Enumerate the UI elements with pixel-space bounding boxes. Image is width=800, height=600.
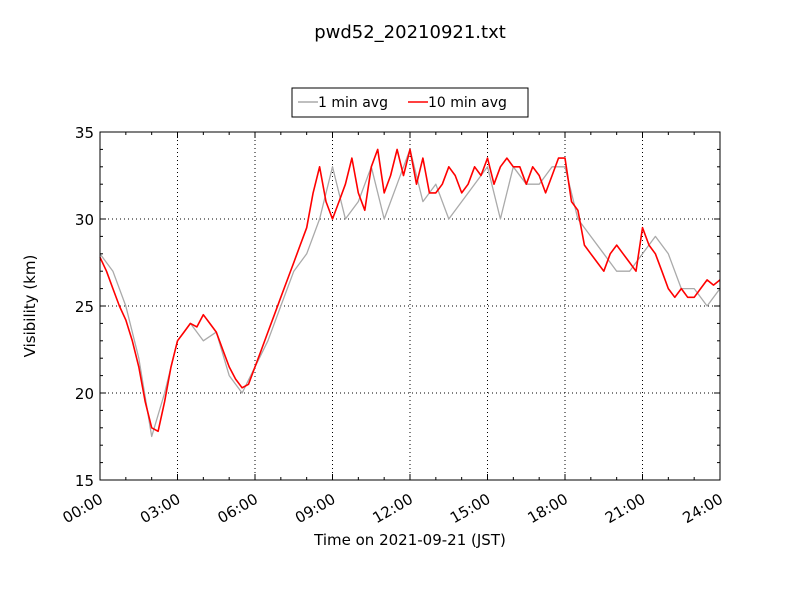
x-tick-label: 12:00 <box>370 490 416 527</box>
legend: 1 min avg 10 min avg <box>291 87 529 118</box>
x-tick-label: 03:00 <box>137 490 183 527</box>
grid-lines <box>100 132 720 480</box>
x-tick-label: 06:00 <box>215 490 261 527</box>
legend-label-1min: 1 min avg <box>318 95 388 111</box>
x-axis-label: Time on 2021-09-21 (JST) <box>313 531 506 549</box>
y-axis-label: Visibility (km) <box>21 255 39 358</box>
series-layer <box>99 148 721 438</box>
y-tick-label: 15 <box>75 472 94 490</box>
legend-label-10min: 10 min avg <box>428 95 507 111</box>
x-tick-label: 24:00 <box>680 490 726 527</box>
x-tick-label: 09:00 <box>292 490 338 527</box>
y-tick-label: 35 <box>75 124 94 142</box>
x-tick-label: 00:00 <box>60 490 106 527</box>
x-tick-label: 21:00 <box>602 490 648 527</box>
y-tick-label: 25 <box>75 298 94 316</box>
chart-title: pwd52_20210921.txt <box>314 22 506 43</box>
axis-ticks: 00:00 03:00 06:00 09:00 12:00 15:00 18:00 21:00… <box>60 124 726 527</box>
y-tick-label: 20 <box>75 385 94 403</box>
series-10min-line <box>99 148 721 433</box>
y-tick-label: 30 <box>75 211 94 229</box>
x-tick-label: 18:00 <box>525 490 571 527</box>
x-tick-label: 15:00 <box>447 490 493 527</box>
